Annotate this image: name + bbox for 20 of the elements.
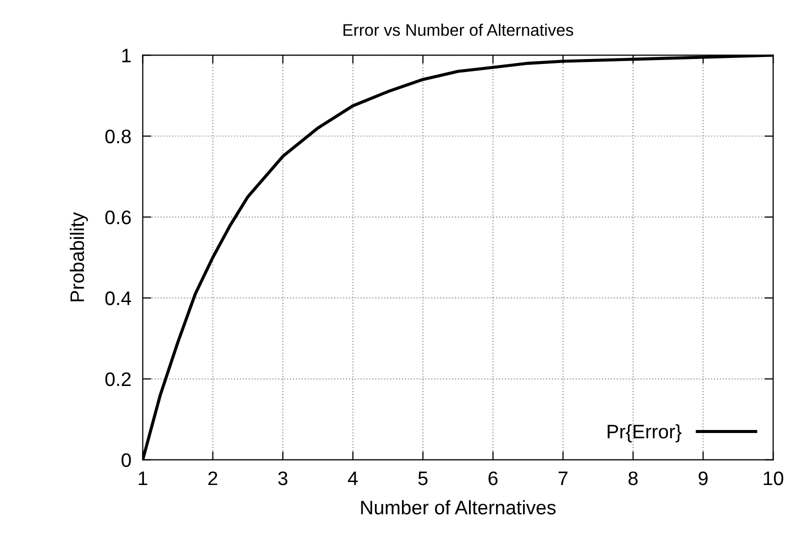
- x-tick-label: 9: [698, 471, 708, 486]
- y-axis-title: Probability: [70, 212, 88, 302]
- y-tick-label: 0.2: [105, 372, 131, 386]
- x-tick-label: 6: [488, 471, 498, 486]
- y-tick-label: 0: [122, 453, 131, 468]
- x-tick-label: 10: [764, 471, 784, 486]
- y-tick-label: 0.6: [105, 210, 131, 224]
- x-tick-label: 3: [278, 471, 288, 486]
- x-tick-label: 2: [208, 471, 218, 486]
- legend-label: Pr{Error}: [608, 424, 682, 442]
- chart-title: Error vs Number of Alternatives: [344, 24, 574, 36]
- x-tick-label: 4: [348, 472, 358, 486]
- x-tick-label: 7: [558, 472, 568, 486]
- x-tick-label: 8: [628, 471, 638, 486]
- y-tick-label: 0.4: [105, 291, 132, 306]
- x-tick-label: 5: [418, 472, 428, 486]
- y-tick-label: 0.8: [105, 130, 131, 144]
- y-tick-label: 1: [122, 48, 131, 62]
- x-tick-label: 1: [138, 472, 148, 486]
- x-axis-title: Number of Alternatives: [361, 500, 556, 514]
